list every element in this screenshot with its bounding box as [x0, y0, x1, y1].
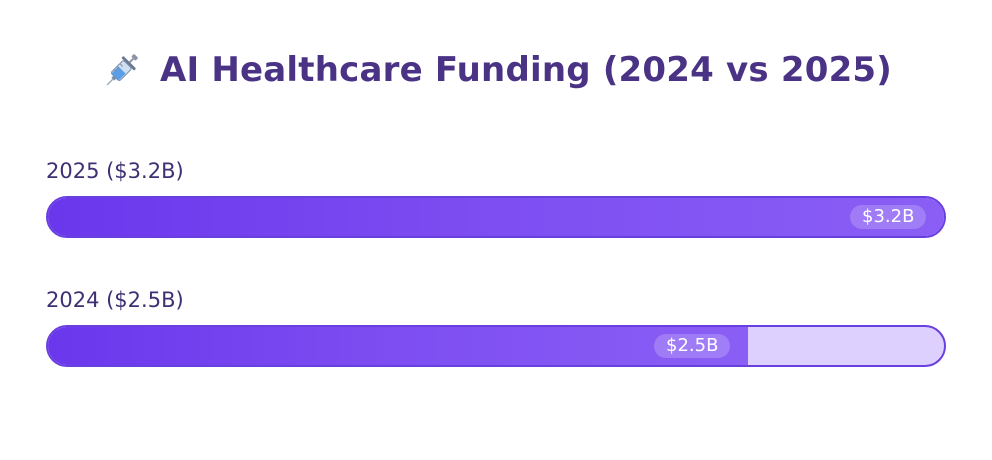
syringe-icon — [106, 54, 138, 86]
bar-fill — [48, 198, 944, 236]
bar-fill — [48, 327, 748, 365]
chart-title: AI Healthcare Funding (2024 vs 2025) — [159, 50, 893, 90]
bar-value-label: $2.5B — [654, 334, 731, 358]
bar-row-2025: 2025 ($3.2B) $3.2B — [46, 158, 946, 238]
bar-track: $3.2B — [46, 196, 946, 238]
title-row: AI Healthcare Funding (2024 vs 2025) — [0, 48, 992, 92]
bar-value-label: $3.2B — [850, 205, 927, 229]
bar-label: 2025 ($3.2B) — [46, 159, 184, 183]
bar-label: 2024 ($2.5B) — [46, 288, 184, 312]
bar-row-2024: 2024 ($2.5B) $2.5B — [46, 287, 946, 367]
bar-track: $2.5B — [46, 325, 946, 367]
